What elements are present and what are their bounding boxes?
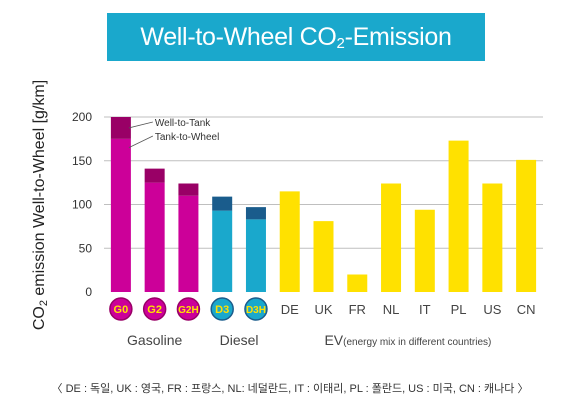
bar-g2h-well-to-tank [178,183,199,196]
bar-g0-well-to-tank [110,117,131,139]
category-badge-d3 [210,297,234,321]
category-label-uk: UK [314,302,332,317]
category-label-de: DE [281,302,299,317]
bar-d3-well-to-tank [212,196,233,211]
bar-pl-tank-to-wheel [448,140,469,292]
chart-title-box: Well-to-Wheel CO2-Emission [107,13,485,61]
bar-it-tank-to-wheel [414,209,435,292]
category-label-g0: G0 [114,304,129,316]
annotation-leader [128,135,154,148]
bar-d3h-well-to-tank [245,207,266,220]
bar-g2-tank-to-wheel [144,182,165,292]
category-label-d3h: D3H [246,305,266,316]
bar-g2-well-to-tank [144,168,165,183]
group-label-gasoline: Gasoline [127,332,182,348]
y-tick-label: 100 [72,198,92,212]
category-badge-g2 [142,297,167,321]
category-badge-g2h [176,297,201,321]
category-label-fr: FR [349,302,366,317]
bar-d3-tank-to-wheel [212,210,233,292]
y-tick-label: 200 [72,110,92,124]
category-label-us: US [483,302,501,317]
bar-us-tank-to-wheel [482,183,503,292]
y-tick-label: 0 [85,285,92,299]
category-label-g2h: G2H [178,305,199,316]
bar-g0-tank-to-wheel [110,138,131,292]
y-tick-label: 150 [72,154,92,168]
country-code-footnote: 〈 DE : 독일, UK : 영국, FR : 프랑스, NL: 네덜란드, … [51,383,529,395]
annotation-well-to-tank: Well-to-Tank [155,118,211,129]
category-label-nl: NL [383,302,400,317]
category-label-g2: G2 [147,304,162,316]
bar-de-tank-to-wheel [279,191,300,292]
group-label-ev: EV(energy mix in different countries) [324,332,491,348]
y-tick-label: 50 [79,241,93,255]
category-label-d3: D3 [215,304,229,316]
category-label-pl: PL [451,302,467,317]
bar-nl-tank-to-wheel [381,183,402,292]
bar-g2h-tank-to-wheel [178,195,199,292]
annotation-leader [128,121,153,129]
y-axis-label: CO2 emission Well-to-Wheel [g/km] [31,80,50,330]
group-label-diesel: Diesel [220,332,259,348]
bar-d3h-tank-to-wheel [245,219,266,292]
category-badge-d3h [244,297,268,321]
bar-fr-tank-to-wheel [347,274,368,292]
category-label-it: IT [419,302,431,317]
chart-title: Well-to-Wheel CO2-Emission [140,22,452,52]
annotation-tank-to-wheel: Tank-to-Wheel [155,132,219,143]
bar-uk-tank-to-wheel [313,221,334,292]
category-label-cn: CN [517,302,536,317]
category-badge-g0 [109,297,133,321]
bar-cn-tank-to-wheel [516,159,537,292]
